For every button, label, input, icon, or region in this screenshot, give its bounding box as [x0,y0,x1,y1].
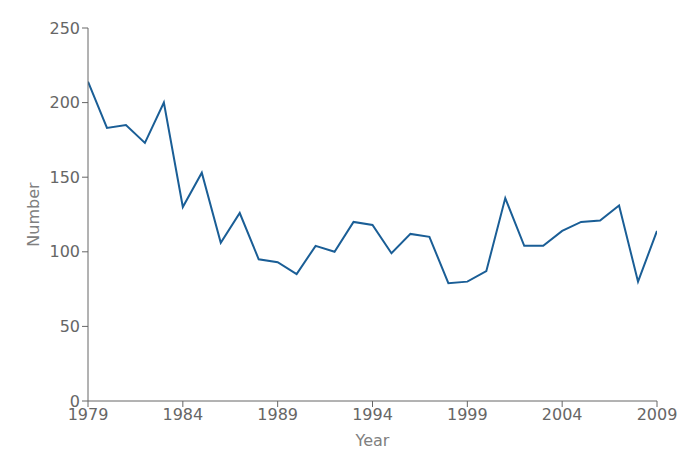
svg-text:200: 200 [49,93,80,112]
svg-text:1999: 1999 [447,405,488,424]
svg-text:Year: Year [355,431,390,450]
svg-text:100: 100 [49,242,80,261]
svg-text:1989: 1989 [257,405,298,424]
svg-text:150: 150 [49,168,80,187]
svg-text:2004: 2004 [542,405,583,424]
svg-text:50: 50 [60,317,80,336]
svg-text:1984: 1984 [162,405,203,424]
svg-text:2009: 2009 [637,405,678,424]
svg-text:1994: 1994 [352,405,393,424]
svg-text:0: 0 [70,392,80,411]
svg-text:250: 250 [49,19,80,38]
svg-text:1979: 1979 [67,405,109,425]
svg-text:Number: Number [24,182,43,247]
